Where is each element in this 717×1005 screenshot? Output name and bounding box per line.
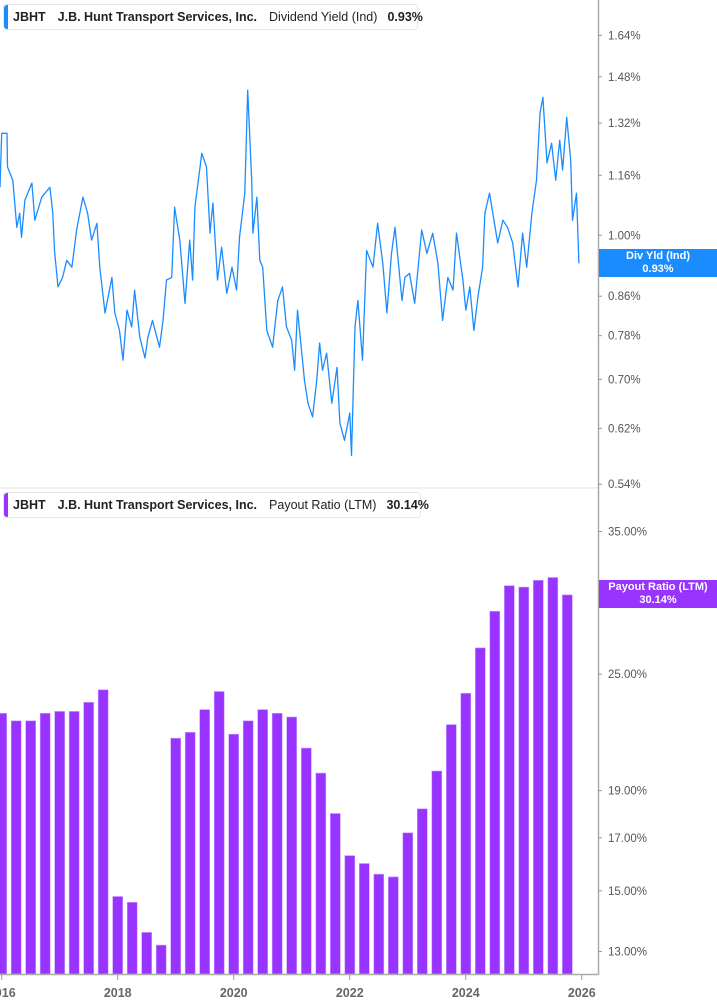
payout-bar-2019-q1: [170, 737, 181, 975]
legend-company: J.B. Hunt Transport Services, Inc.: [57, 498, 258, 512]
yield-y-tick-label: 1.32%: [608, 118, 641, 130]
yield-y-tick-label: 1.48%: [608, 72, 641, 84]
payout-bar-2020-q4: [271, 712, 283, 975]
payout-bar-2017-q4: [97, 689, 109, 975]
payout-bar-2021-q2: [300, 747, 312, 975]
payout-bar-2025-q3: [547, 577, 559, 975]
yield-y-tick-label: 1.00%: [608, 230, 641, 242]
legend-value: 30.14%: [386, 498, 429, 512]
payout-y-tick-label: 25.00%: [608, 669, 647, 681]
payout-bar-2016-q3: [25, 720, 37, 975]
payout-bar-2021-q4: [329, 813, 341, 975]
payout-bar-2021-q3: [315, 772, 327, 975]
legend-ticker: JBHT: [13, 498, 46, 512]
payout-bar-2022-q1: [344, 855, 356, 975]
payout-bar-2024-q2: [474, 647, 486, 975]
payout-bar-2025-q4: [561, 594, 573, 975]
legend-ticker: JBHT: [13, 10, 46, 24]
yield-y-tick-label: 1.16%: [608, 170, 641, 182]
payout-y-tick-label: 15.00%: [608, 886, 647, 898]
yield-y-tick-label: 0.70%: [608, 374, 641, 386]
legend-company: J.B. Hunt Transport Services, Inc.: [57, 10, 258, 24]
payout-bar-2019-q3: [199, 709, 210, 975]
payout-bar-2022-q2: [358, 863, 370, 975]
payout-y-tick-label: 17.00%: [608, 833, 647, 845]
x-tick-label: 2018: [104, 986, 132, 1000]
yield-y-tick-label: 1.64%: [608, 30, 641, 42]
yield-y-tick-label: 0.62%: [608, 423, 641, 435]
payout-bar-2024-q3: [489, 610, 501, 975]
dividend-yield-line: [0, 89, 580, 457]
payout-bar-2020-q1: [228, 733, 239, 975]
payout-bar-2019-q2: [184, 731, 196, 975]
flag-value: 30.14%: [639, 594, 677, 606]
payout-bar-2017-q3: [83, 701, 94, 975]
legend-value: 0.93%: [387, 10, 423, 24]
x-tick-label: 2020: [220, 986, 248, 1000]
payout-bar-2024-q1: [460, 692, 472, 975]
payout-bar-2021-q1: [286, 716, 298, 975]
yield-y-tick-label: 0.86%: [608, 291, 641, 303]
payout-bar-2018-q3: [141, 932, 152, 975]
payout-bar-2020-q3: [257, 709, 269, 975]
payout-ratio-flag: Payout Ratio (LTM) 30.14%: [599, 580, 717, 608]
payout-bar-2018-q2: [126, 901, 138, 975]
payout-bar-2018-q4: [155, 944, 167, 975]
payout-bar-2022-q4: [387, 876, 399, 975]
dividend-yield-swatch: [4, 5, 8, 29]
payout-y-tick-label: 13.00%: [608, 947, 647, 959]
payout-y-tick-label: 35.00%: [608, 527, 647, 539]
yield-y-tick-label: 0.54%: [608, 479, 641, 491]
payout-bar-2016-q1: [0, 712, 8, 975]
payout-bar-2023-q3: [431, 770, 443, 975]
yield-y-tick-label: 0.78%: [608, 331, 641, 343]
payout-bar-2019-q4: [213, 691, 225, 975]
payout-bar-2025-q2: [532, 579, 544, 975]
payout-bar-2017-q2: [68, 711, 80, 975]
flag-label: Payout Ratio (LTM): [608, 581, 708, 593]
payout-bar-2016-q2: [10, 720, 22, 975]
x-tick-label: 2016: [0, 986, 16, 1000]
legend-metric: Payout Ratio (LTM): [269, 498, 377, 512]
payout-bar-2016-q4: [39, 712, 51, 975]
payout-bar-2024-q4: [503, 585, 515, 975]
payout-bar-2023-q2: [416, 808, 428, 975]
legend-metric: Dividend Yield (Ind): [269, 10, 378, 24]
payout-bar-2023-q1: [402, 832, 414, 975]
x-tick-label: 2022: [336, 986, 364, 1000]
flag-label: Div Yld (Ind): [626, 250, 690, 262]
payout-ratio-legend: JBHT J.B. Hunt Transport Services, Inc. …: [3, 492, 429, 518]
dividend-yield-legend: JBHT J.B. Hunt Transport Services, Inc. …: [3, 4, 423, 30]
payout-bar-2023-q4: [445, 724, 457, 975]
x-tick-label: 2026: [568, 986, 596, 1000]
x-tick-label: 2024: [452, 986, 480, 1000]
payout-bar-2017-q1: [54, 711, 66, 975]
payout-bar-2018-q1: [112, 896, 123, 975]
flag-value: 0.93%: [642, 263, 674, 275]
payout-ratio-swatch: [4, 493, 8, 517]
payout-bar-2020-q2: [242, 720, 254, 975]
dividend-yield-flag: Div Yld (Ind) 0.93%: [599, 249, 717, 277]
payout-y-tick-label: 19.00%: [608, 786, 647, 798]
payout-bar-2025-q1: [518, 586, 530, 975]
payout-bar-2022-q3: [373, 873, 385, 975]
